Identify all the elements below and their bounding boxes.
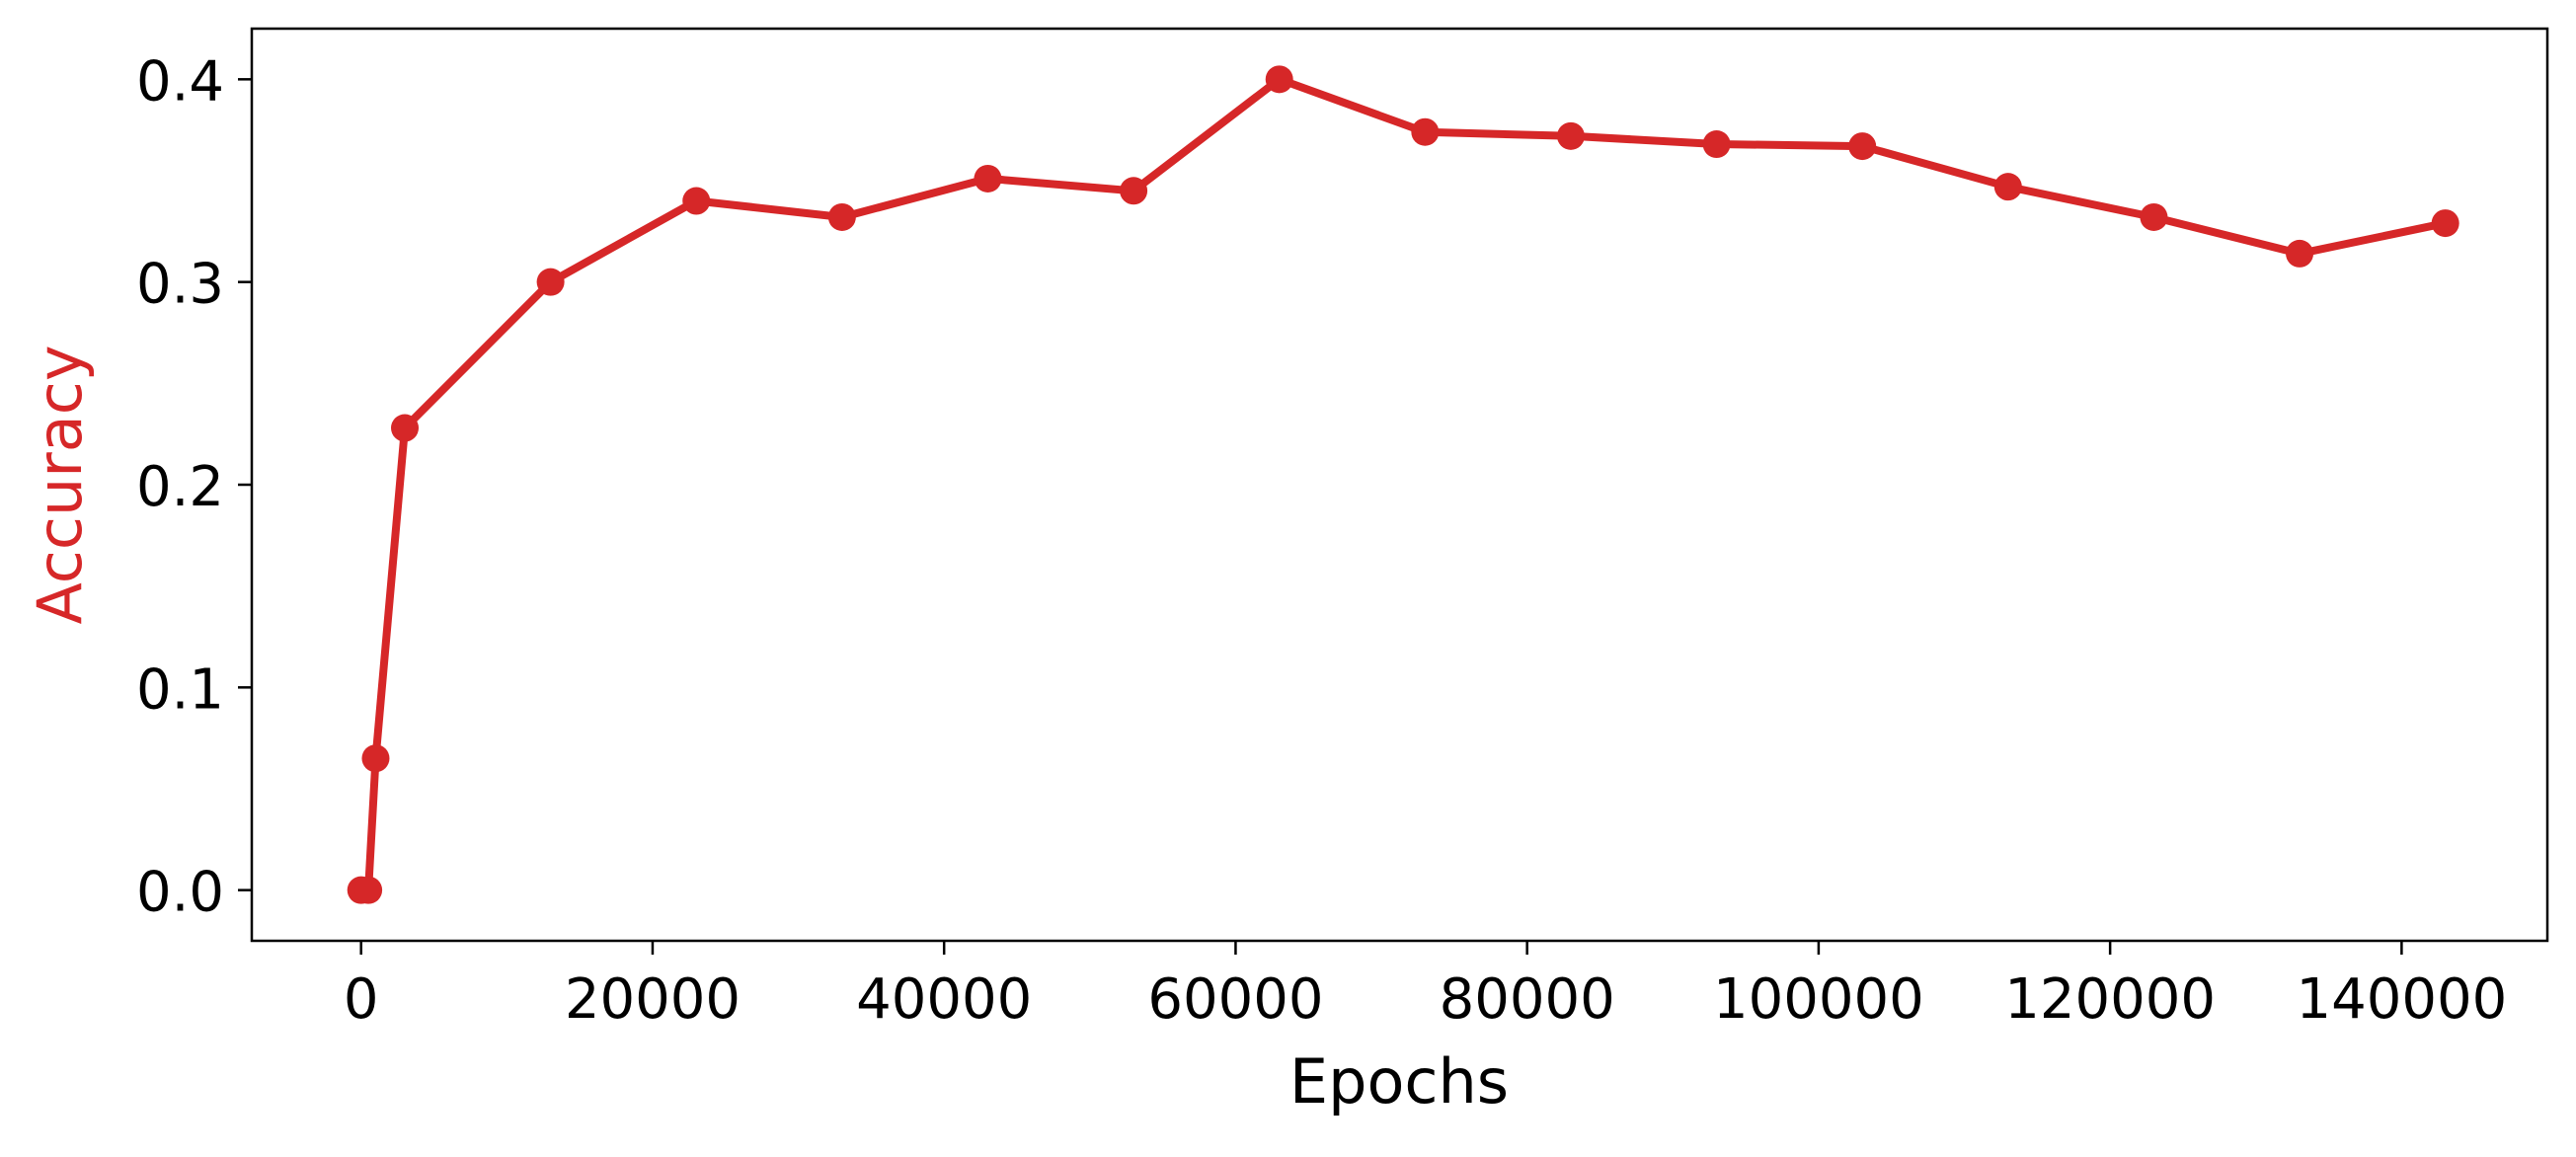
x-tick-label: 120000 [2004,967,2216,1032]
data-point [1411,117,1440,146]
x-tick-label: 0 [344,967,379,1032]
data-point [974,164,1002,193]
series-line [356,75,2450,894]
data-point [2286,239,2314,268]
y-tick-label: 0.4 [136,49,224,114]
data-point [1993,173,2022,201]
data-point [1556,121,1585,150]
data-point [1702,130,1731,159]
y-tick-label: 0.1 [136,657,224,722]
y-tick-label: 0.0 [136,861,224,925]
data-point [682,187,711,215]
data-point [2431,209,2459,238]
x-tick-label: 140000 [2296,967,2507,1032]
data-point [1265,65,1293,94]
data-point [361,744,390,773]
data-point [1848,132,1877,161]
data-point [354,876,383,904]
data-point [536,268,565,296]
y-axis-ticks: 0.0 0.1 0.2 0.3 0.4 [136,49,252,925]
x-axis-label: Epochs [1289,1045,1509,1118]
x-tick-label: 100000 [1713,967,1924,1032]
y-tick-label: 0.3 [136,253,224,317]
data-point [1120,177,1148,205]
y-axis-label: Accuracy [24,345,96,624]
x-tick-label: 40000 [856,967,1032,1032]
x-axis-ticks: 0 20000 40000 60000 80000 100000 120000 140000 [344,941,2507,1032]
data-point [2140,202,2168,231]
x-tick-label: 80000 [1440,967,1615,1032]
y-tick-label: 0.2 [136,455,224,519]
plot-area [250,27,2549,943]
data-point [391,414,419,442]
x-tick-label: 60000 [1147,967,1323,1032]
series-layer [347,65,2459,904]
data-point [827,202,856,231]
x-tick-label: 20000 [565,967,741,1032]
